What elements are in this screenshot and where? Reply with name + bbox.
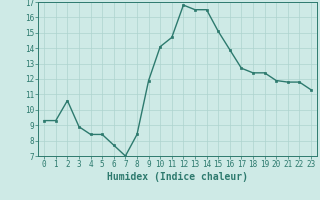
X-axis label: Humidex (Indice chaleur): Humidex (Indice chaleur) bbox=[107, 172, 248, 182]
